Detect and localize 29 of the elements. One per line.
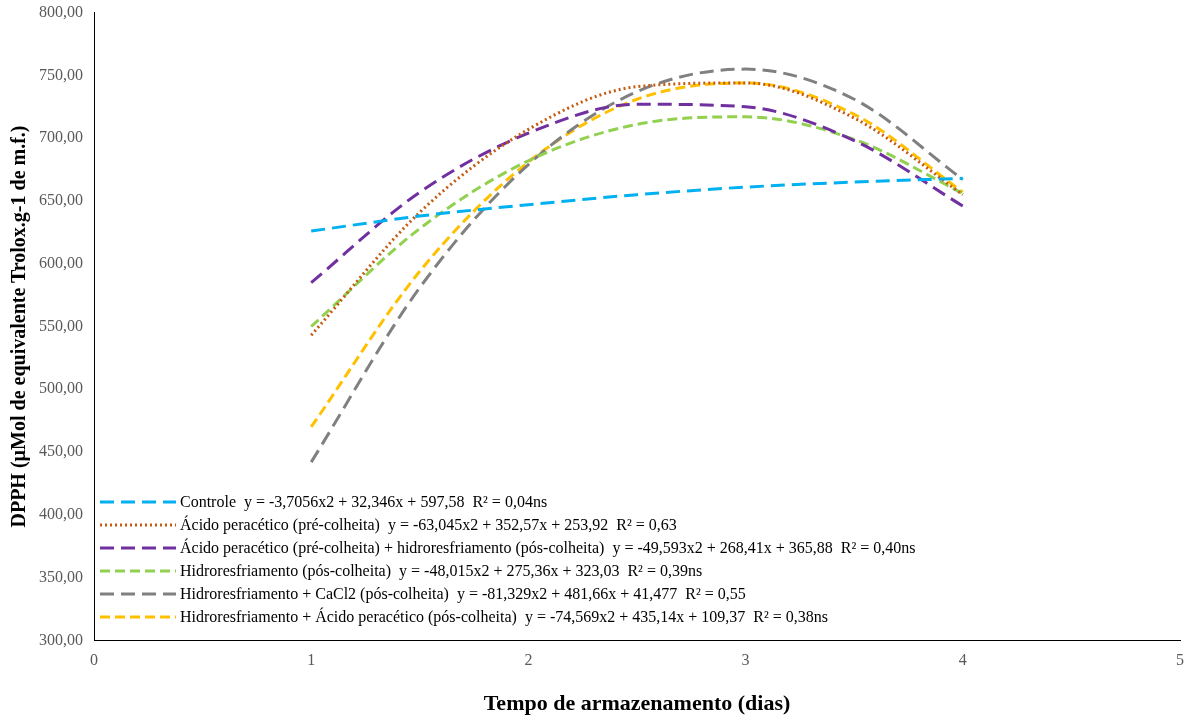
x-tick-label: 5 <box>1176 651 1184 669</box>
legend-label: Hidroresfriamento + CaCl2 (pós-colheita) y = -81,329x2 + 481,66x + 41,477 R² = 0,55 <box>180 584 746 605</box>
y-tick-label: 300,00 <box>39 630 83 648</box>
y-tick-label: 500,00 <box>39 379 83 397</box>
line-series <box>309 81 965 337</box>
line-series <box>309 102 965 285</box>
y-tick-label: 550,00 <box>39 316 83 334</box>
legend-label: Hidroresfriamento + Ácido peracético (pós-colheita) y = -74,569x2 + 435,14x + 109,37 R² = 0,38ns <box>180 606 828 628</box>
y-tick-label: 450,00 <box>39 442 83 460</box>
x-tick-label: 1 <box>307 651 316 669</box>
y-tick-label: 750,00 <box>39 65 83 83</box>
line-series <box>309 115 965 328</box>
legend-label: Hidroresfriamento (pós-colheita) y = -48,015x2 + 275,36x + 323,03 R² = 0,39ns <box>180 561 703 582</box>
y-axis-title: DPPH (µMol de equivalente Trolox.g-1 de m.f.) <box>7 125 31 528</box>
x-tick-label: 2 <box>524 651 533 669</box>
y-tick-label: 400,00 <box>39 505 83 523</box>
legend-label: Ácido peracético (pré-colheita) + hidroresfriamento (pós-colheita) y = -49,593x2 + 268,41x + 365,88 R² = 0,40ns <box>180 537 916 559</box>
y-tick-label: 650,00 <box>39 191 83 209</box>
x-tick-label: 4 <box>958 651 967 669</box>
y-tick-label: 700,00 <box>39 128 83 146</box>
legend-label: Ácido peracético (pré-colheita) y = -63,045x2 + 352,57x + 253,92 R² = 0,63 <box>180 514 677 536</box>
y-tick-label: 800,00 <box>39 2 83 20</box>
line-series <box>309 176 965 233</box>
x-tick-label: 3 <box>741 651 750 669</box>
legend-label: Controle y = -3,7056x2 + 32,346x + 597,58 R² = 0,04ns <box>180 492 548 513</box>
y-tick-label: 350,00 <box>39 567 83 585</box>
x-tick-label: 0 <box>90 651 98 669</box>
y-tick-label: 600,00 <box>39 253 83 271</box>
x-axis-title: Tempo de armazenamento (dias) <box>483 690 791 716</box>
